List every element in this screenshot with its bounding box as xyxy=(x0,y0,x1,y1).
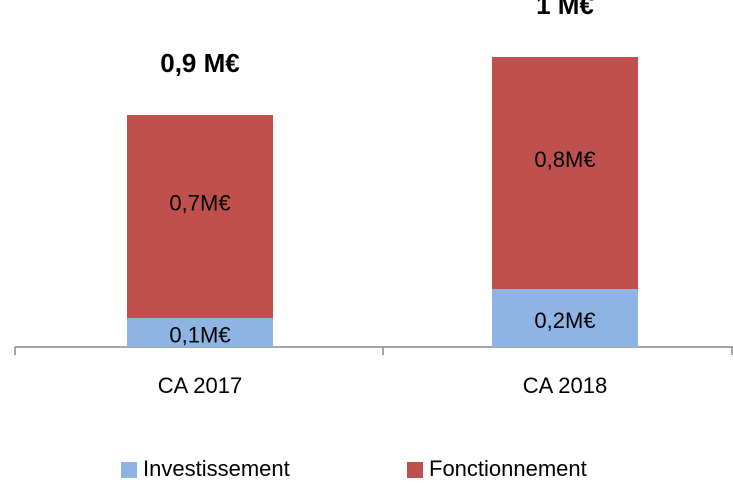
bar-segment xyxy=(492,289,638,347)
data-label: 0,8M€ xyxy=(534,147,595,172)
bar-segment xyxy=(492,57,638,289)
total-label: 0,9 M€ xyxy=(160,48,240,78)
legend-label: Investissement xyxy=(143,456,290,481)
legend-swatch xyxy=(121,462,137,478)
x-tick-label: CA 2017 xyxy=(158,373,242,398)
legend-label: Fonctionnement xyxy=(429,456,587,481)
data-label: 0,7M€ xyxy=(169,190,230,215)
bar-segment xyxy=(127,115,273,318)
data-label: 0,1M€ xyxy=(169,322,230,347)
legend-swatch xyxy=(407,462,423,478)
total-label: 1 M€ xyxy=(536,0,594,20)
data-label: 0,2M€ xyxy=(534,308,595,333)
bar-segment xyxy=(127,318,273,347)
x-tick-label: CA 2018 xyxy=(523,373,607,398)
